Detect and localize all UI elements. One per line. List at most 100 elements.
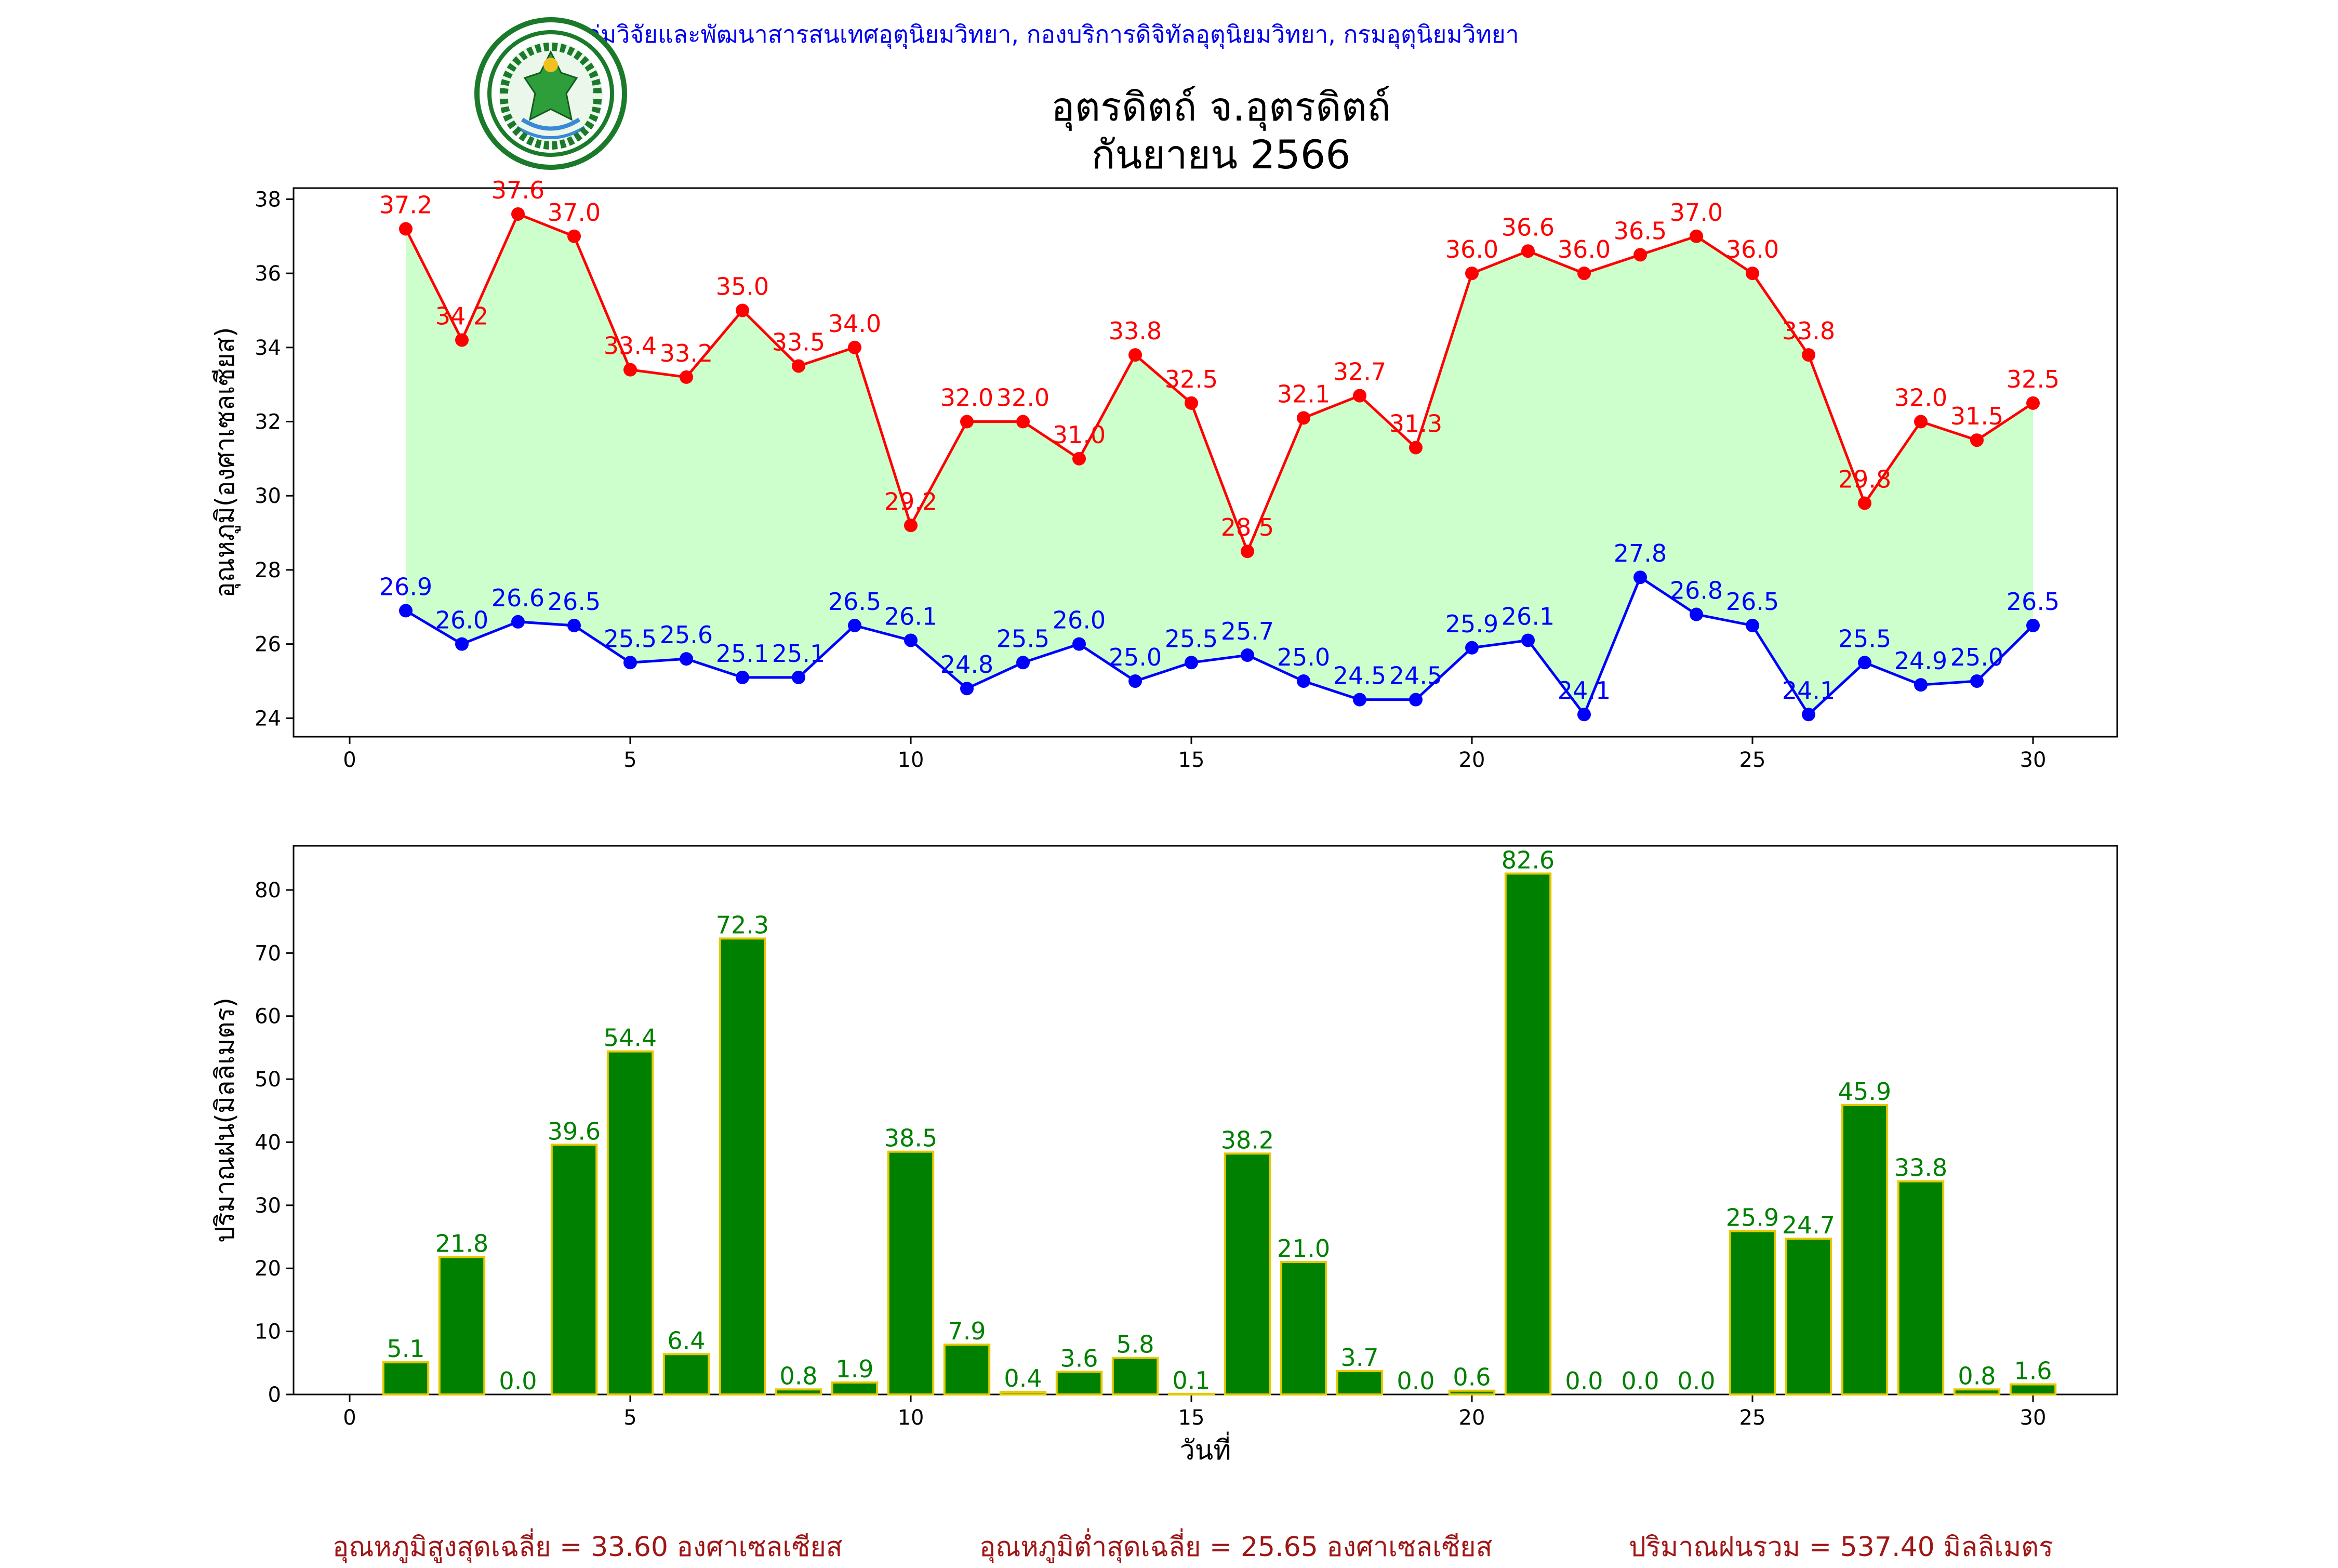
department-header: กลุ่มวิจัยและพัฒนาสารสนเทศอุตุนิยมวิทยา,…	[572, 20, 1519, 48]
min-temp-point	[567, 618, 581, 632]
summary-footer: อุณหภูมิสูงสุดเฉลี่ย = 33.60 องศาเซลเซีย…	[0, 1525, 2338, 1563]
rain-data-label: 3.7	[1340, 1344, 1378, 1372]
min-temp-point	[1353, 693, 1366, 707]
min-temp-point	[1521, 633, 1535, 647]
y-tick-label: 26	[255, 633, 281, 657]
x-tick-label: 20	[1459, 1406, 1485, 1430]
max-temp-point	[1690, 229, 1703, 243]
min-temp-point	[511, 615, 525, 629]
y-tick-label: 28	[255, 559, 281, 582]
y-tick-label: 10	[255, 1320, 281, 1344]
min-temp-point	[1241, 648, 1254, 662]
chart-title-line-1: อุตรดิตถ์ จ.อุตรดิตถ์	[1051, 84, 1391, 130]
max-temp-point	[736, 303, 749, 317]
max-temp-point	[1128, 348, 1142, 362]
rain-bar	[606, 1050, 654, 1396]
max-temp-data-label: 29.2	[884, 487, 937, 515]
max-temp-line	[404, 212, 2034, 555]
min-temp-data-label: 25.6	[660, 621, 713, 649]
rain-data-label: 5.8	[1116, 1331, 1154, 1359]
min-temp-data-label: 26.6	[491, 584, 544, 612]
max-temp-data-label: 34.2	[435, 302, 488, 330]
y-axis-label-rainfall: ปริมาณฝน(มิลลิเมตร)	[210, 998, 240, 1243]
max-temp-data-label: 32.0	[1894, 384, 1947, 412]
rain-data-label: 25.9	[1726, 1204, 1779, 1232]
min-temp-point	[960, 682, 974, 696]
x-tick-label: 25	[1739, 1406, 1766, 1430]
max-temp-point	[1297, 411, 1310, 425]
rain-bar	[1336, 1370, 1384, 1396]
min-temp-point	[1633, 570, 1647, 584]
min-temp-data-label: 26.5	[2007, 588, 2060, 616]
min-temp-point	[1409, 693, 1423, 707]
min-temp-data-label: 26.5	[828, 588, 881, 616]
min-temp-data-label: 26.1	[1502, 602, 1555, 630]
chart-title-line-2: กันยายน 2566	[1091, 131, 1351, 178]
min-temp-point	[1858, 656, 1871, 670]
min-temp-data-label: 25.5	[1838, 624, 1891, 653]
min-temp-point	[1297, 674, 1310, 688]
max-temp-data-label: 34.0	[828, 310, 881, 338]
max-temp-data-label: 32.1	[1277, 380, 1330, 408]
min-temp-data-label: 24.1	[1558, 676, 1611, 705]
max-temp-data-label: 32.7	[1333, 358, 1386, 386]
min-temp-point	[1746, 618, 1759, 632]
min-temp-data-label: 26.0	[435, 606, 488, 634]
rain-bar	[2009, 1383, 2057, 1396]
rain-data-label: 6.4	[667, 1326, 705, 1354]
min-temp-point	[455, 637, 469, 651]
rain-bar	[1448, 1389, 1496, 1396]
min-temp-data-label: 24.5	[1333, 662, 1386, 690]
min-temp-point	[736, 670, 749, 684]
min-temp-data-label: 25.0	[1109, 643, 1162, 671]
x-tick-label: 15	[1178, 1406, 1205, 1430]
max-temp-point	[1746, 267, 1759, 281]
rain-bar	[1897, 1180, 1945, 1396]
rain-bar	[887, 1150, 935, 1396]
min-temp-point	[1072, 637, 1086, 651]
rain-bar	[719, 937, 766, 1396]
rain-data-label: 38.2	[1221, 1126, 1274, 1154]
rain-data-label: 33.8	[1894, 1154, 1947, 1182]
rain-bar	[999, 1391, 1047, 1396]
min-temp-data-label: 25.7	[1221, 617, 1274, 645]
rainfall-chart: 0 5 10 15 20 25 30 0 10 20 30 40 50 60 70 80 ปริมาณฝน(มิ…	[210, 845, 2118, 1466]
rain-data-label: 39.6	[548, 1117, 601, 1145]
x-tick-label: 25	[1739, 748, 1766, 772]
min-temp-data-label: 26.0	[1053, 606, 1106, 634]
chart-title: อุตรดิตถ์ จ.อุตรดิตถ์ กันยายน 2566	[753, 83, 1689, 179]
rain-data-label: 72.3	[716, 911, 769, 939]
max-temp-point	[1914, 415, 1928, 429]
x-tick-label: 30	[2020, 1406, 2047, 1430]
max-temp-data-label: 33.8	[1109, 317, 1162, 345]
rain-bar	[831, 1381, 879, 1396]
rain-bar	[438, 1256, 486, 1396]
rain-bar	[550, 1144, 598, 1396]
rain-data-label: 0.0	[1565, 1367, 1603, 1395]
min-temp-data-label: 24.1	[1782, 676, 1835, 705]
y-tick-label: 38	[255, 188, 281, 211]
min-temp-point	[1465, 641, 1479, 655]
max-temp-point	[455, 333, 469, 347]
x-tick-label: 20	[1459, 748, 1485, 772]
min-temp-data-label: 25.1	[716, 640, 769, 668]
max-temp-point	[1465, 267, 1479, 281]
rain-bar	[1504, 872, 1552, 1396]
y-tick-label: 30	[255, 1194, 281, 1218]
y-tick-label: 50	[255, 1068, 281, 1092]
rain-data-label: 21.0	[1277, 1234, 1330, 1263]
min-temp-data-label: 26.9	[379, 573, 432, 601]
max-temp-data-label: 37.2	[379, 191, 432, 219]
max-temp-data-label: 37.0	[1670, 198, 1723, 227]
max-temp-data-label: 36.6	[1502, 213, 1555, 241]
y-tick-label: 0	[268, 1383, 281, 1407]
total-rainfall-text: ปริมาณฝนรวม = 537.40 มิลลิเมตร	[1629, 1532, 2053, 1563]
max-temp-data-label: 31.0	[1053, 421, 1106, 449]
max-temp-point	[1802, 348, 1815, 362]
rain-data-label: 45.9	[1838, 1078, 1891, 1106]
rain-bar	[662, 1353, 710, 1396]
rain-bar	[943, 1344, 991, 1396]
min-temp-data-label: 25.0	[1277, 643, 1330, 671]
rain-bar	[1280, 1261, 1327, 1396]
min-temp-data-label: 26.5	[548, 588, 601, 616]
